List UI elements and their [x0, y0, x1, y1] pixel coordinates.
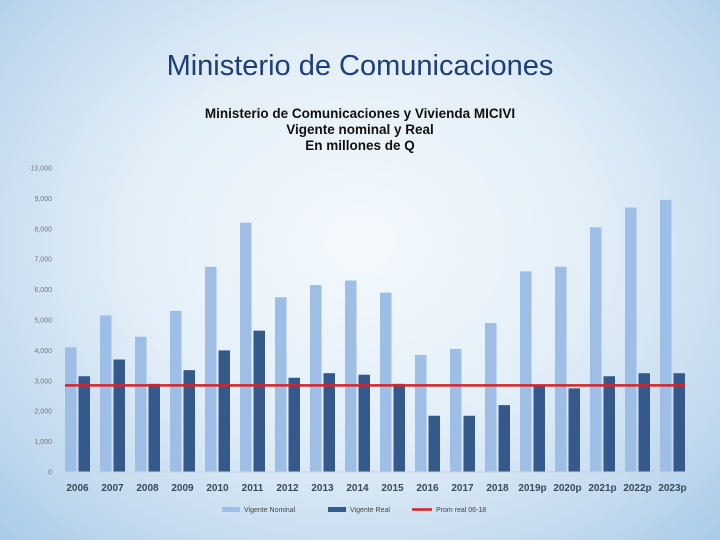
- chart-title-line-1: Ministerio de Comunicaciones y Vivienda …: [204, 106, 516, 121]
- x-tick-label: 2011: [242, 483, 264, 494]
- bar-real: [533, 385, 545, 472]
- x-tick-label: 2007: [101, 483, 124, 494]
- x-tick-label: 2006: [66, 483, 89, 494]
- bar-real: [568, 388, 580, 472]
- y-tick-label: 10,000: [31, 166, 53, 173]
- bar-nominal: [625, 207, 637, 472]
- y-tick-label: 3,000: [34, 378, 52, 385]
- bar-nominal: [590, 227, 602, 472]
- y-tick-label: 7,000: [34, 257, 52, 264]
- y-tick-label: 6,000: [34, 287, 52, 294]
- bar-nominal: [240, 222, 252, 472]
- y-axis: 0 1,000 2,000 3,000 4,000 5,000 6,000 7,000 8,00…: [31, 166, 53, 477]
- bar-real: [638, 373, 650, 472]
- bar-nominal: [520, 271, 532, 472]
- legend-label: Vigente Real: [350, 507, 390, 514]
- bar-real: [183, 370, 195, 472]
- bar-real: [323, 373, 335, 472]
- bar-nominal: [485, 323, 497, 472]
- x-tick-label: 2012: [276, 483, 299, 494]
- bar-real: [358, 374, 370, 472]
- y-tick-label: 8,000: [34, 226, 52, 233]
- x-tick-label: 2022p: [623, 483, 651, 494]
- bar-nominal: [555, 266, 567, 472]
- bar-real: [603, 376, 615, 472]
- bar-nominal: [100, 315, 112, 472]
- bars: [65, 199, 685, 473]
- x-tick-label: 2010: [206, 483, 229, 494]
- bar-real: [463, 415, 475, 472]
- bar-real: [428, 415, 440, 472]
- bar-nominal: [660, 199, 672, 473]
- bar-real: [113, 359, 125, 472]
- bar-real: [78, 376, 90, 472]
- bar-real: [148, 383, 160, 472]
- legend-swatch: [328, 507, 346, 512]
- x-tick-label: 2015: [381, 483, 404, 494]
- x-tick-label: 2020p: [553, 483, 581, 494]
- bar-real: [673, 373, 685, 472]
- bar-real: [498, 405, 510, 472]
- bar-nominal: [450, 348, 462, 472]
- bar-nominal: [170, 310, 182, 472]
- x-tick-label: 2023p: [658, 483, 686, 494]
- bar-nominal: [415, 354, 427, 472]
- bar-real: [218, 350, 230, 472]
- bar-nominal: [380, 292, 392, 472]
- chart-title-line-2: Vigente nominal y Real: [286, 122, 434, 137]
- legend-label: Vigente Nominal: [244, 507, 296, 514]
- bar-real: [393, 383, 405, 472]
- bar-nominal: [205, 266, 217, 472]
- y-tick-label: 9,000: [34, 196, 52, 203]
- bar-nominal: [135, 336, 147, 472]
- chart-title-line-3: En millones de Q: [305, 138, 415, 153]
- x-tick-label: 2016: [416, 483, 439, 494]
- x-tick-label: 2019p: [518, 483, 546, 494]
- bar-nominal: [345, 280, 357, 472]
- x-tick-label: 2008: [136, 483, 159, 494]
- y-tick-label: 0: [48, 470, 52, 477]
- x-tick-label: 2017: [451, 483, 474, 494]
- y-tick-label: 4,000: [34, 348, 52, 355]
- x-tick-label: 2013: [311, 483, 334, 494]
- slide-title: Ministerio de Comunicaciones: [166, 50, 554, 82]
- bar-real: [288, 377, 300, 472]
- y-tick-label: 2,000: [34, 409, 52, 416]
- x-tick-label: 2014: [346, 483, 369, 494]
- bar-nominal: [310, 285, 322, 472]
- bar-nominal: [65, 347, 77, 472]
- y-tick-label: 5,000: [34, 318, 52, 325]
- y-tick-label: 1,000: [34, 439, 52, 446]
- x-axis: 2006 2007 2008 2009 2010 2011 2012 2013 2014 2015…: [60, 471, 690, 494]
- legend-label: Prom real 06-18: [436, 507, 486, 514]
- chart-title: Ministerio de Comunicaciones y Vivienda …: [150, 106, 570, 154]
- bar-real: [253, 330, 265, 472]
- x-tick-label: 2021p: [588, 483, 616, 494]
- x-tick-label: 2009: [171, 483, 194, 494]
- legend: Vigente Nominal Vigente Real Prom real 06-…: [222, 507, 486, 514]
- legend-swatch: [222, 507, 240, 512]
- x-tick-label: 2018: [486, 483, 509, 494]
